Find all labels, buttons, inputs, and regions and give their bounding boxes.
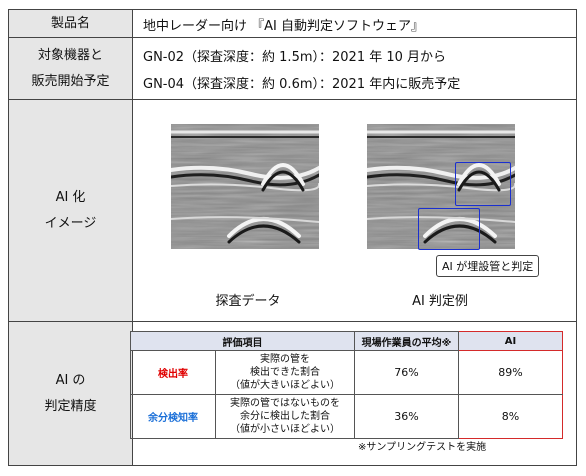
ai-result-image xyxy=(367,124,515,249)
metric-description: 実際の管を 検出できた割合 （値が大きいほどよい） xyxy=(215,350,355,395)
devices-label-line: 販売開始予定 xyxy=(31,73,110,89)
worker-value: 76% xyxy=(354,350,459,395)
footnote: ※サンプリングテストを実施 xyxy=(358,442,487,453)
device-gn02: GN-02（探査深度：約 1.5m）：2021 年 10 月から xyxy=(143,50,447,65)
radar-data-caption: 探査データ xyxy=(215,294,281,309)
row-divider xyxy=(9,321,576,322)
image-label-line: AI 化 xyxy=(55,189,86,205)
metric-detection-rate: 検出率 xyxy=(130,350,216,395)
image-label-cell: AI 化 イメージ xyxy=(9,100,132,321)
column-divider xyxy=(132,10,133,465)
ai-value: 8% xyxy=(458,394,563,439)
product-value: 地中レーダー向け 『AI 自動判定ソフトウェア』 xyxy=(143,19,424,34)
devices-label-line: 対象機器と xyxy=(37,47,103,63)
description-line: （値が小さいほどよい） xyxy=(230,424,340,435)
worker-value: 36% xyxy=(354,394,459,439)
ai-callout: AI が埋設管と判定 xyxy=(436,255,540,277)
header-worker-avg: 現場作業員の平均※ xyxy=(354,331,459,351)
accuracy-label-cell: AI の 判定精度 xyxy=(9,322,132,465)
detection-box xyxy=(418,208,480,250)
image-label-line: イメージ xyxy=(44,215,97,231)
description-line: （値が大きいほどよい） xyxy=(230,380,340,391)
ai-result-caption: AI 判定例 xyxy=(412,294,468,309)
description-line: 実際の管ではないものを xyxy=(230,398,340,409)
header-eval-item: 評価項目 xyxy=(130,331,355,351)
description-line: 実際の管を xyxy=(260,354,310,365)
spec-table: 製品名 地中レーダー向け 『AI 自動判定ソフトウェア』 対象機器と 販売開始予… xyxy=(8,9,577,466)
radar-data-image xyxy=(171,124,319,249)
device-gn04: GN-04（探査深度：約 0.6m）：2021 年内に販売予定 xyxy=(143,77,461,92)
product-label: 製品名 xyxy=(50,15,90,31)
accuracy-label-line: AI の xyxy=(55,372,86,388)
row-divider xyxy=(9,99,576,100)
table-row: 検出率 実際の管を 検出できた割合 （値が大きいほどよい） 76% 89% xyxy=(130,350,563,395)
header-ai: AI xyxy=(458,331,563,351)
devices-label-cell: 対象機器と 販売開始予定 xyxy=(9,38,132,99)
detection-box xyxy=(455,162,511,206)
table-row: 余分検知率 実際の管ではないものを 余分に検出した割合 （値が小さいほどよい） … xyxy=(130,394,563,439)
accuracy-table: 評価項目 現場作業員の平均※ AI 検出率 実際の管を 検出できた割合 （値が大… xyxy=(130,331,563,439)
metric-description: 実際の管ではないものを 余分に検出した割合 （値が小さいほどよい） xyxy=(215,394,355,439)
metric-false-detection-rate: 余分検知率 xyxy=(130,394,216,439)
description-line: 検出できた割合 xyxy=(250,367,320,378)
row-divider xyxy=(9,37,576,38)
product-label-cell: 製品名 xyxy=(9,10,132,37)
accuracy-label-line: 判定精度 xyxy=(44,398,97,414)
ai-value: 89% xyxy=(458,350,563,395)
description-line: 余分に検出した割合 xyxy=(240,411,330,422)
